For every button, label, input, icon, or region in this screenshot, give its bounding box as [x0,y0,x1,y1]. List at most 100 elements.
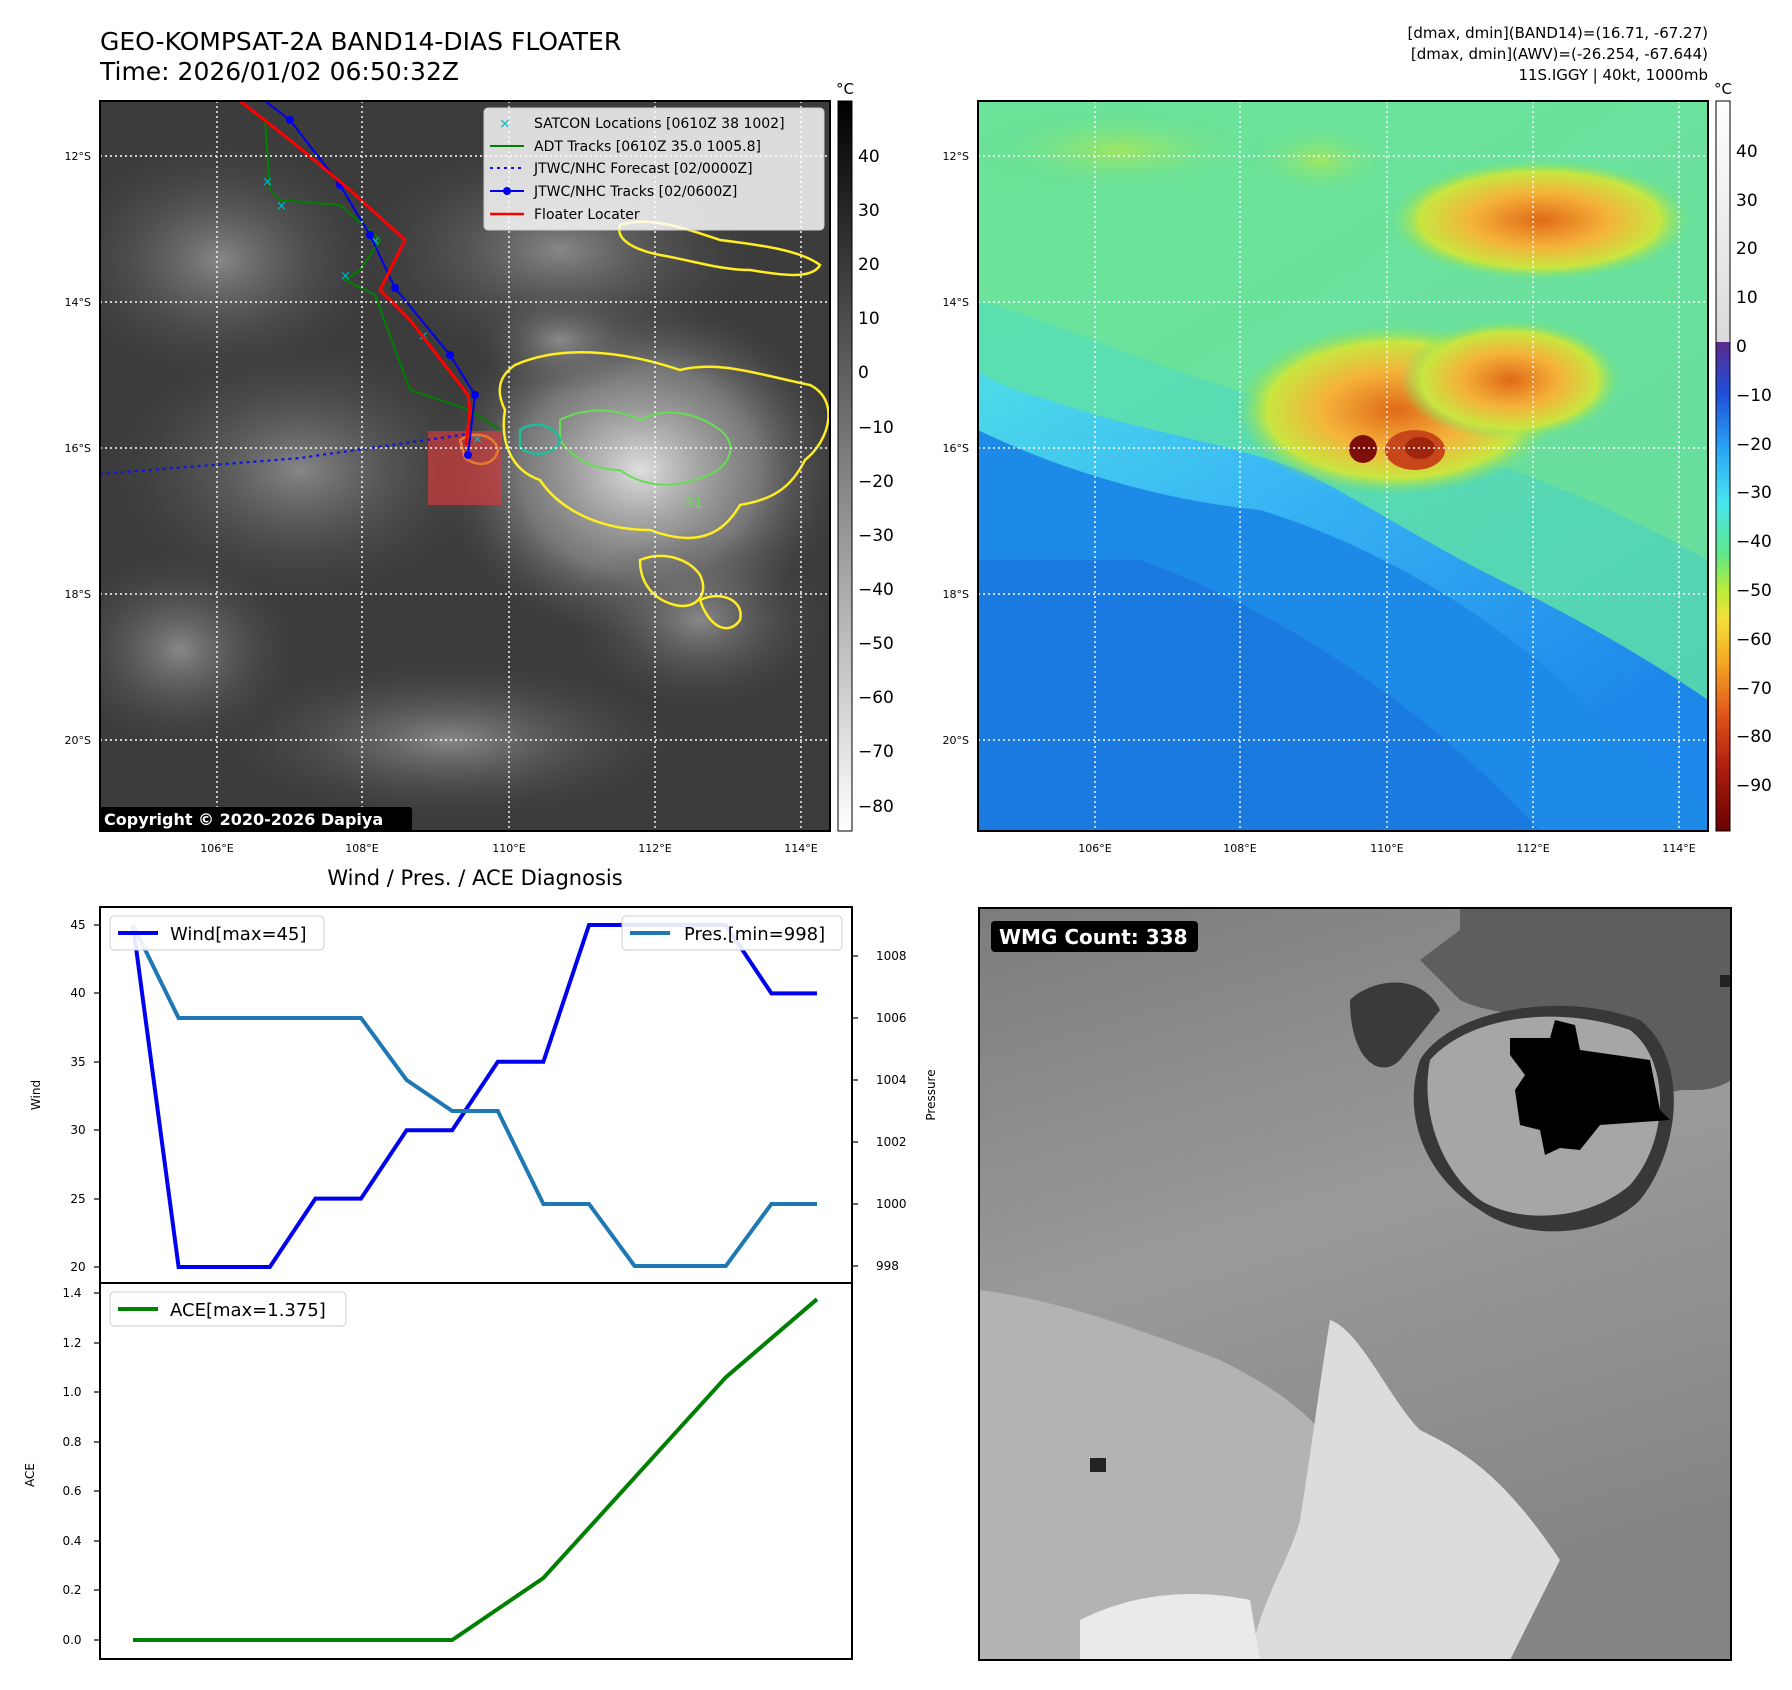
ace-chart: ACE 1.4 1.2 1.0 0.8 0.6 0.4 0.2 0.0 ACE[… [23,1282,853,1660]
pressure-tick: 1002 [876,1135,907,1149]
colorbar-tick: −40 [858,580,894,600]
pressure-tick: 1008 [876,949,907,963]
wmg-count-box [991,921,1198,952]
colorbar-tick: −40 [1736,532,1772,552]
colorbar-tick: 30 [1736,191,1758,211]
colorbar-tick: 0 [858,363,869,383]
lat-label: 12°S [943,150,969,163]
info-awv: [dmax, dmin](AWV)=(-26.254, -67.644) [1411,45,1708,63]
colorbar-tick: −80 [858,797,894,817]
colorbar-right: °C 40 30 20 10 0 −10 −20 −30 −40 −50 −60… [1714,80,1772,832]
svg-text:×: × [340,269,351,284]
colorbar-tick: −80 [1736,727,1772,747]
wind-legend: Wind[max=45] [170,924,307,945]
ace-axis-label: ACE [23,1463,37,1487]
wind-pressure-chart: Wind Pressure 45 40 35 30 25 20 1008 100… [29,906,938,1284]
lon-label: 106°E [1078,842,1111,855]
lon-label: 114°E [1662,842,1695,855]
lat-label: 18°S [65,588,91,601]
colorbar-tick: −10 [1736,386,1772,406]
left-map-axes: 12°S 14°S 16°S 18°S 20°S 106°E 108°E 110… [65,150,818,855]
wmg-panel [979,908,1731,1660]
info-band14: [dmax, dmin](BAND14)=(16.71, -67.27) [1408,24,1708,42]
lat-label: 16°S [943,442,969,455]
svg-text:×: × [262,175,273,190]
figure-title: GEO-KOMPSAT-2A BAND14-DIAS FLOATER [100,27,621,56]
track-legend: × SATCON Locations [0610Z 38 1002] ADT T… [483,107,825,231]
legend-forecast: JTWC/NHC Forecast [02/0000Z] [533,161,753,177]
colorbar-tick: −30 [858,526,894,546]
tracks-marker-icon [503,187,511,195]
pressure-tick: 1000 [876,1197,907,1211]
ace-tick: 1.4 [62,1286,81,1300]
lon-label: 106°E [200,842,233,855]
colorbar-tick: −70 [1736,679,1772,699]
wind-tick: 20 [70,1260,85,1274]
colorbar-tick: 10 [858,309,880,329]
ace-tick: 0.8 [62,1435,81,1449]
lon-label: 112°E [1516,842,1549,855]
wind-tick: 35 [70,1055,85,1069]
pressure-axis-label: Pressure [924,1069,938,1120]
wind-axis-label: Wind [29,1080,43,1110]
legend-adt: ADT Tracks [0610Z 35.0 1005.8] [534,139,761,155]
pressure-tick: 1004 [876,1073,907,1087]
pressure-series-line [131,924,817,1268]
colorbar-tick: 40 [1736,142,1758,162]
lat-label: 20°S [943,734,969,747]
colorbar-tick: −70 [858,742,894,762]
legend-tracks: JTWC/NHC Tracks [02/0600Z] [533,184,737,200]
lat-label: 20°S [65,734,91,747]
ace-tick: 0.6 [62,1484,81,1498]
ace-tick: 1.2 [62,1336,81,1350]
lat-label: 18°S [943,588,969,601]
satcon-marker-icon: × [499,116,511,132]
wind-tick: 25 [70,1192,85,1206]
colorbar-tick: −60 [1736,630,1772,650]
lon-label: 108°E [1223,842,1256,855]
colorbar-tick: −50 [858,634,894,654]
lon-label: 110°E [492,842,525,855]
colorbar-tick: 20 [858,255,880,275]
wind-series-line [131,923,817,1269]
colorbar-unit: °C [836,80,854,98]
colorbar-tick: −90 [1736,776,1772,796]
lat-label: 14°S [65,296,91,309]
colorbar-left: °C 40 30 20 10 0 −10 −20 −30 −40 −50 −60… [836,80,894,832]
info-storm: 11S.IGGY | 40kt, 1000mb [1518,66,1708,84]
colorbar-unit: °C [1714,80,1732,98]
lat-label: 12°S [65,150,91,163]
colorbar-tick: 40 [858,147,880,167]
wind-tick: 30 [70,1123,85,1137]
colorbar-tick: 10 [1736,288,1758,308]
lon-label: 112°E [638,842,671,855]
pressure-tick: 998 [876,1259,899,1273]
ace-series-line [133,1297,819,1642]
figure-time: Time: 2026/01/02 06:50:32Z [99,57,459,86]
colorbar-tick: −20 [858,472,894,492]
colorbar-tick: −30 [1736,483,1772,503]
ace-legend: ACE[max=1.375] [170,1300,326,1321]
lat-label: 16°S [65,442,91,455]
ace-tick: 0.2 [62,1583,81,1597]
pressure-tick: 1006 [876,1011,907,1025]
svg-text:×: × [370,234,381,249]
colorbar-tick: −50 [1736,581,1772,601]
legend-satcon: SATCON Locations [0610Z 38 1002] [534,116,785,132]
ace-tick: 0.4 [62,1534,81,1548]
lon-label: 110°E [1370,842,1403,855]
colorbar-tick: −20 [1736,435,1772,455]
colorbar-tick: −60 [858,688,894,708]
colorbar-tick: 30 [858,201,880,221]
lon-label: 108°E [345,842,378,855]
ace-tick: 1.0 [62,1385,81,1399]
svg-text:×: × [276,199,287,214]
svg-text:×: × [472,432,483,447]
lat-label: 14°S [943,296,969,309]
ace-tick: 0.0 [62,1633,81,1647]
diagnosis-title: Wind / Pres. / ACE Diagnosis [327,866,622,890]
wmg-count: WMG Count: 338 [999,925,1188,949]
contour-label: -31 [680,496,703,512]
colorbar-tick: 0 [1736,337,1747,357]
